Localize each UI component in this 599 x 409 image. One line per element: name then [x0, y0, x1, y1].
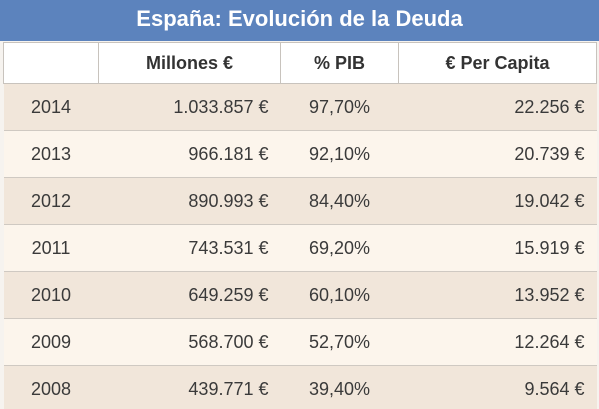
table-row: 2013 966.181 € 92,10% 20.739 € — [3, 130, 597, 178]
cell-pib: 84,40% — [280, 177, 399, 225]
table-row: 2014 1.033.857 € 97,70% 22.256 € — [3, 83, 597, 131]
cell-millones: 1.033.857 € — [98, 83, 281, 131]
cell-year: 2014 — [3, 83, 99, 131]
header-millones: Millones € — [98, 42, 281, 84]
cell-year: 2013 — [3, 130, 99, 178]
cell-per-capita: 9.564 € — [398, 365, 597, 409]
cell-year: 2011 — [3, 224, 99, 272]
cell-per-capita: 20.739 € — [398, 130, 597, 178]
cell-year: 2009 — [3, 318, 99, 366]
cell-pib: 60,10% — [280, 271, 399, 319]
debt-table: Millones € % PIB € Per Capita 2014 1.033… — [3, 42, 597, 409]
table-row: 2011 743.531 € 69,20% 15.919 € — [3, 224, 597, 272]
cell-per-capita: 22.256 € — [398, 83, 597, 131]
cell-per-capita: 13.952 € — [398, 271, 597, 319]
cell-year: 2010 — [3, 271, 99, 319]
cell-pib: 52,70% — [280, 318, 399, 366]
cell-pib: 92,10% — [280, 130, 399, 178]
cell-pib: 97,70% — [280, 83, 399, 131]
cell-per-capita: 19.042 € — [398, 177, 597, 225]
table-title: España: Evolución de la Deuda — [0, 0, 599, 41]
cell-millones: 966.181 € — [98, 130, 281, 178]
cell-millones: 890.993 € — [98, 177, 281, 225]
table-row: 2008 439.771 € 39,40% 9.564 € — [3, 365, 597, 409]
cell-millones: 568.700 € — [98, 318, 281, 366]
table-row: 2009 568.700 € 52,70% 12.264 € — [3, 318, 597, 366]
cell-pib: 69,20% — [280, 224, 399, 272]
cell-per-capita: 15.919 € — [398, 224, 597, 272]
cell-year: 2012 — [3, 177, 99, 225]
cell-millones: 743.531 € — [98, 224, 281, 272]
header-row: Millones € % PIB € Per Capita — [3, 42, 597, 84]
cell-millones: 649.259 € — [98, 271, 281, 319]
header-pib: % PIB — [280, 42, 399, 84]
cell-pib: 39,40% — [280, 365, 399, 409]
cell-per-capita: 12.264 € — [398, 318, 597, 366]
header-year — [3, 42, 99, 84]
table-row: 2010 649.259 € 60,10% 13.952 € — [3, 271, 597, 319]
header-per-capita: € Per Capita — [398, 42, 597, 84]
cell-year: 2008 — [3, 365, 99, 409]
table-row: 2012 890.993 € 84,40% 19.042 € — [3, 177, 597, 225]
cell-millones: 439.771 € — [98, 365, 281, 409]
